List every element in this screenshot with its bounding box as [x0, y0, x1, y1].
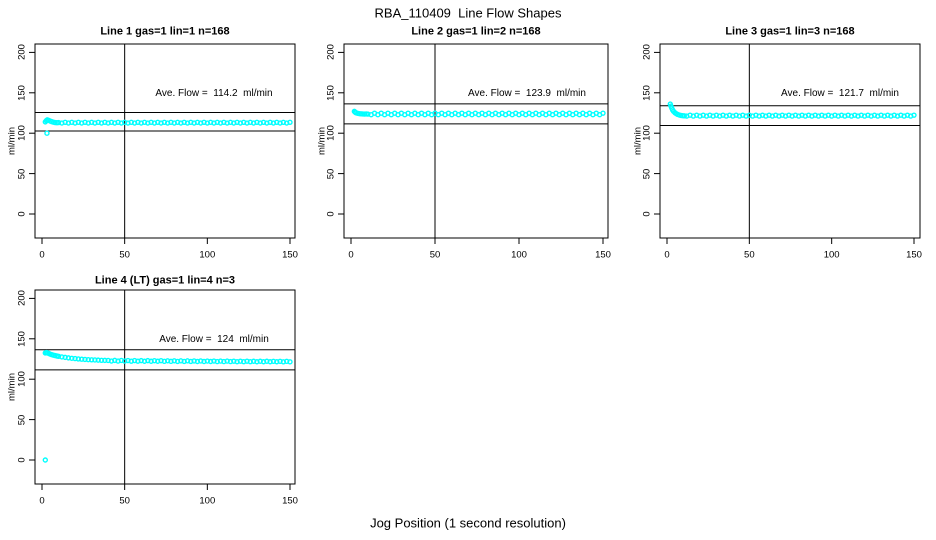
- x-tick-label: 50: [429, 249, 441, 261]
- ave-flow-annotation-3: Ave. Flow = 121.7 ml/min: [781, 88, 899, 99]
- subplot-title-line-1: Line 1 gas=1 lin=1 n=168: [100, 25, 230, 38]
- plot-box: [34, 43, 296, 239]
- x-tick-label: 150: [282, 495, 298, 507]
- data-point: [44, 130, 50, 136]
- y-tick-label: 150: [16, 84, 28, 101]
- x-tick-label: 0: [39, 495, 45, 507]
- x-tick-label: 0: [664, 249, 670, 261]
- data-point: [681, 113, 687, 119]
- plot-box: [34, 289, 296, 485]
- subplot-title-line-3: Line 3 gas=1 lin=3 n=168: [725, 25, 855, 38]
- x-tick-label: 50: [744, 249, 755, 261]
- x-tick-label: 150: [282, 249, 298, 261]
- y-tick-label: 50: [16, 168, 28, 179]
- x-tick-label: 50: [119, 495, 130, 507]
- plot-box: [343, 43, 609, 239]
- data-point: [287, 359, 293, 365]
- x-tick-label: 100: [199, 249, 216, 261]
- x-tick-label: 150: [906, 249, 922, 261]
- y-tick-label: 100: [16, 125, 28, 142]
- y-tick-label: 0: [641, 211, 653, 217]
- ave-flow-annotation-4: Ave. Flow = 124 ml/min: [159, 334, 269, 345]
- y-tick-label: 50: [641, 168, 653, 179]
- y-tick-label: 0: [325, 211, 337, 217]
- y-tick-label: 0: [16, 211, 28, 217]
- x-tick-label: 100: [823, 249, 840, 261]
- data-point: [287, 119, 293, 125]
- y-tick-label: 0: [16, 457, 28, 463]
- y-tick-label: 150: [641, 84, 653, 101]
- data-point: [42, 457, 49, 463]
- ave-flow-annotation-1: Ave. Flow = 114.2 ml/min: [155, 88, 273, 99]
- subplot-title-line-4: Line 4 (LT) gas=1 lin=4 n=3: [94, 274, 236, 287]
- main-title: RBA_110409 Line Flow Shapes: [374, 5, 562, 21]
- x-tick-label: 0: [348, 249, 354, 261]
- y-tick-label: 50: [16, 414, 28, 425]
- data-point: [911, 112, 917, 118]
- y-tick-label: 100: [16, 371, 28, 388]
- y-tick-label: 150: [325, 84, 337, 101]
- x-tick-label: 50: [119, 249, 130, 261]
- y-tick-label: 50: [325, 168, 337, 179]
- y-tick-label: 100: [641, 125, 653, 142]
- x-tick-label: 150: [595, 249, 611, 261]
- x-tick-label: 0: [39, 249, 45, 261]
- x-axis-label: Jog Position (1 second resolution): [370, 515, 566, 531]
- x-tick-label: 100: [511, 249, 527, 261]
- y-tick-label: 200: [16, 44, 28, 61]
- ave-flow-annotation-2: Ave. Flow = 123.9 ml/min: [468, 88, 586, 99]
- y-tick-label: 100: [325, 125, 337, 142]
- data-point: [600, 110, 606, 116]
- plot-box: [659, 43, 921, 239]
- x-tick-label: 100: [199, 495, 216, 507]
- subplot-title-line-2: Line 2 gas=1 lin=2 n=168: [411, 25, 541, 38]
- y-tick-label: 200: [641, 44, 653, 61]
- y-tick-label: 200: [325, 44, 337, 61]
- y-tick-label: 200: [16, 290, 28, 307]
- y-tick-label: 150: [16, 330, 28, 347]
